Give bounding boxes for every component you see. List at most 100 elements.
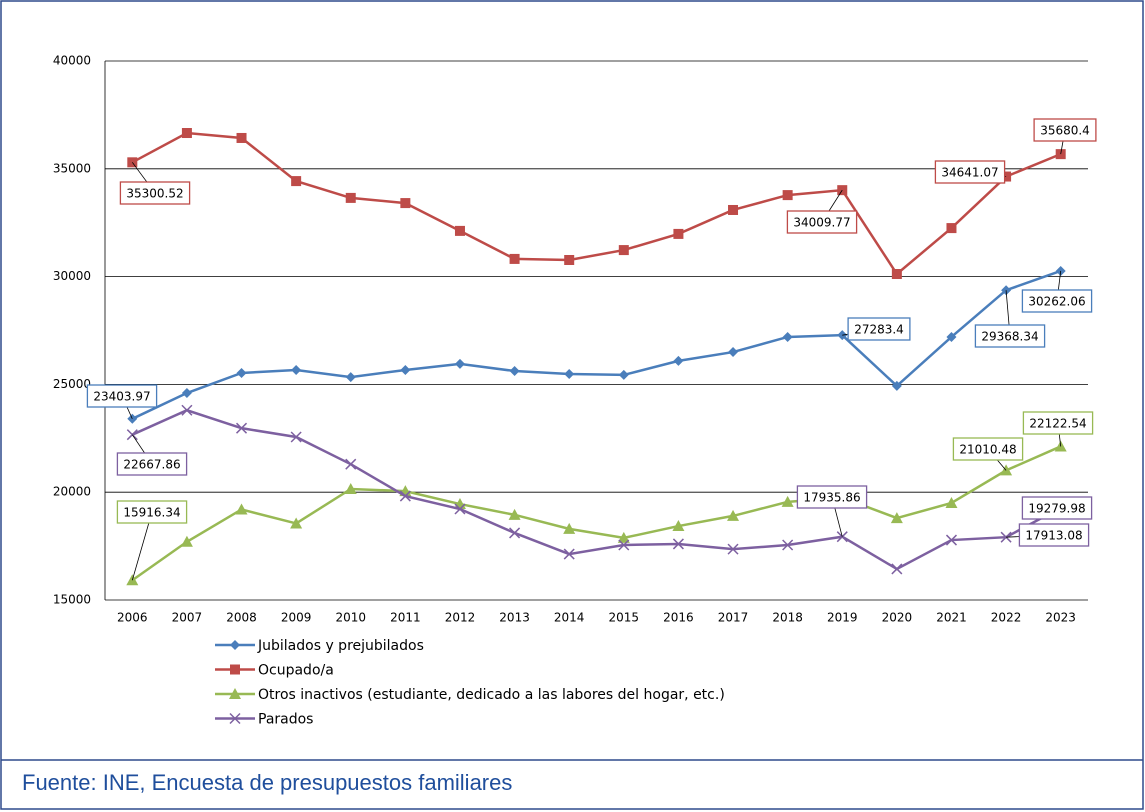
label-box xyxy=(934,160,1006,184)
x-tick-label: 2011 xyxy=(390,611,421,625)
marker xyxy=(890,512,903,524)
marker xyxy=(563,548,575,560)
x-tick-label: 2010 xyxy=(335,611,366,625)
marker xyxy=(509,366,520,377)
marker xyxy=(454,503,466,515)
marker xyxy=(618,245,629,256)
legend-label: Otros inactivos (estudiante, dedicado a … xyxy=(258,687,725,703)
data-label: 19279.98 xyxy=(1028,502,1085,516)
data-label: 17913.08 xyxy=(1025,529,1082,543)
y-tick-label: 15000 xyxy=(53,593,91,607)
y-tick-label: 30000 xyxy=(53,269,91,283)
marker xyxy=(230,664,240,675)
marker xyxy=(291,176,302,187)
marker xyxy=(290,517,303,529)
data-label: 34009.77 xyxy=(793,216,850,230)
marker xyxy=(509,253,520,264)
marker xyxy=(235,503,248,515)
marker xyxy=(291,364,302,375)
marker xyxy=(564,254,575,265)
marker xyxy=(728,204,739,215)
x-tick-label: 2022 xyxy=(991,611,1022,625)
marker xyxy=(672,520,685,532)
data-label: 27283.4 xyxy=(854,323,904,337)
x-tick-label: 2008 xyxy=(226,611,257,625)
x-tick-label: 2017 xyxy=(718,611,749,625)
label-box xyxy=(116,500,188,524)
marker xyxy=(399,490,411,502)
marker xyxy=(509,527,521,539)
marker xyxy=(454,358,465,369)
marker xyxy=(345,458,357,470)
y-tick-label: 40000 xyxy=(53,54,91,68)
marker xyxy=(400,198,411,209)
marker xyxy=(727,509,740,521)
marker xyxy=(345,192,356,203)
marker xyxy=(891,380,902,391)
x-tick-label: 2006 xyxy=(117,611,148,625)
marker xyxy=(946,331,957,342)
x-tick-label: 2020 xyxy=(882,611,913,625)
label-box xyxy=(952,437,1024,461)
label-box xyxy=(1021,289,1093,313)
marker xyxy=(508,508,521,520)
data-label: 30262.06 xyxy=(1028,295,1085,309)
label-box xyxy=(796,485,868,509)
marker xyxy=(782,539,794,551)
marker xyxy=(782,190,793,201)
series-line xyxy=(131,408,1062,571)
x-tick-label: 2023 xyxy=(1045,611,1076,625)
marker xyxy=(236,132,247,143)
marker xyxy=(781,495,794,507)
marker xyxy=(344,482,357,494)
label-box xyxy=(1022,411,1094,435)
marker xyxy=(945,496,958,508)
x-tick-label: 2018 xyxy=(772,611,803,625)
data-label: 23403.97 xyxy=(93,390,150,404)
marker xyxy=(891,563,903,575)
data-label: 35300.52 xyxy=(126,187,183,201)
data-label: 15916.34 xyxy=(123,506,180,520)
marker xyxy=(230,640,240,650)
marker xyxy=(945,534,958,546)
legend-label: Jubilados y prejubilados xyxy=(257,638,424,654)
data-label: 34641.07 xyxy=(941,166,998,180)
x-tick-label: 2021 xyxy=(936,611,967,625)
x-tick-label: 2014 xyxy=(554,611,585,625)
data-label: 22122.54 xyxy=(1029,417,1086,431)
x-tick-label: 2016 xyxy=(663,611,694,625)
label-box xyxy=(1033,118,1097,142)
marker xyxy=(564,369,575,380)
legend-label: Ocupado/a xyxy=(258,663,334,679)
marker xyxy=(180,535,193,547)
x-tick-label: 2007 xyxy=(172,611,203,625)
label-box xyxy=(786,210,858,234)
x-tick-label: 2012 xyxy=(445,611,476,625)
label-box xyxy=(847,317,911,341)
data-label: 17935.86 xyxy=(803,491,860,505)
label-box xyxy=(86,384,158,408)
marker xyxy=(1000,531,1012,543)
data-label: 21010.48 xyxy=(959,443,1016,457)
marker xyxy=(454,225,465,236)
marker xyxy=(617,531,630,543)
label-box xyxy=(116,452,188,476)
series-line xyxy=(131,445,1062,582)
x-tick-label: 2013 xyxy=(499,611,530,625)
x-tick-label: 2019 xyxy=(827,611,858,625)
series-line xyxy=(131,131,1062,276)
x-tick-label: 2009 xyxy=(281,611,312,625)
label-box xyxy=(1021,496,1093,520)
label-box xyxy=(974,324,1046,348)
marker xyxy=(345,372,356,383)
y-tick-label: 25000 xyxy=(53,377,91,391)
marker xyxy=(229,712,241,725)
marker xyxy=(290,431,302,443)
legend-label: Parados xyxy=(258,712,313,728)
data-label: 29368.34 xyxy=(981,330,1038,344)
y-tick-label: 20000 xyxy=(53,485,91,499)
marker xyxy=(181,128,192,139)
marker xyxy=(618,539,630,551)
marker xyxy=(618,369,629,380)
